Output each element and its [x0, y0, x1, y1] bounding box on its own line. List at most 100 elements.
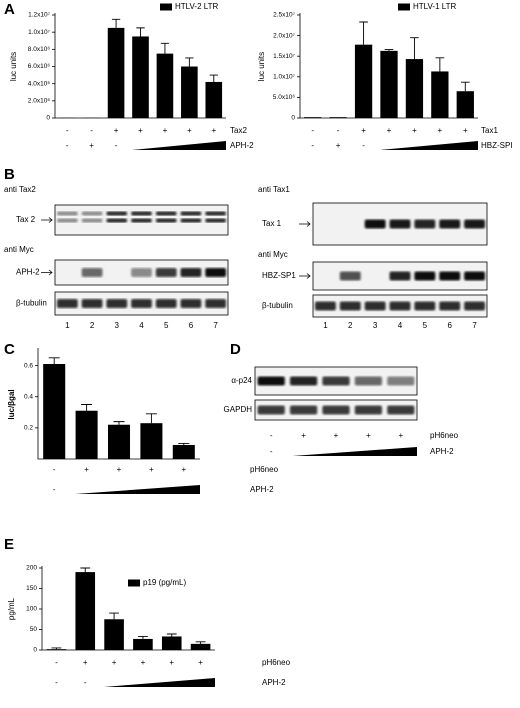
lane-number: 2 [90, 321, 95, 330]
y-tick-label: 1.5x10⁷ [273, 53, 296, 60]
error-bar [384, 49, 394, 51]
gradient-triangle [131, 141, 226, 150]
condition-mark: + [149, 465, 154, 474]
condition-mark: - [90, 126, 93, 135]
blot-band [106, 218, 128, 223]
panel-letter: C [4, 341, 15, 358]
antibody-label: anti Tax1 [258, 185, 290, 194]
y-tick-label: 4.0x10⁶ [28, 80, 51, 87]
blot-band [56, 218, 78, 223]
legend-label: HTLV-1 LTR [413, 2, 456, 11]
error-bar [195, 641, 206, 644]
blot-band [354, 405, 383, 415]
band-label: HBZ-SP1 [262, 271, 296, 280]
y-tick-label: 50 [30, 626, 38, 633]
blot-band [180, 268, 202, 277]
blot-band [131, 268, 152, 277]
blot-band [364, 219, 386, 229]
condition-mark: - [66, 126, 69, 135]
blot-band [389, 271, 411, 281]
bar [133, 638, 153, 650]
lane-number: 5 [164, 321, 169, 330]
condition-mark: + [366, 431, 371, 440]
panel-letter: D [230, 341, 241, 358]
condition-mark: + [83, 658, 88, 667]
y-tick-label: 6.0x10⁶ [28, 63, 51, 70]
condition-mark: - [337, 126, 340, 135]
bar [205, 81, 223, 118]
error-bar [178, 442, 190, 445]
bar [354, 44, 373, 118]
blot-band [464, 219, 486, 229]
blot-band [464, 301, 486, 311]
lane-number: 5 [423, 321, 428, 330]
bar [132, 36, 149, 119]
y-tick-label: 2.5x10⁷ [273, 12, 296, 19]
blot-band [180, 211, 202, 216]
bar [304, 117, 322, 118]
error-bar [81, 404, 93, 411]
error-bar [359, 21, 368, 45]
blot-band [205, 299, 227, 308]
band-label: APH-2 [16, 268, 40, 277]
gradient-triangle [75, 485, 200, 494]
bar [329, 117, 347, 118]
blot-band [464, 271, 486, 281]
bar [107, 424, 131, 459]
condition-mark: + [387, 126, 392, 135]
condition-label: pH6neo [430, 431, 459, 440]
bar [405, 59, 424, 118]
condition-mark: + [163, 126, 168, 135]
blot-band [81, 218, 103, 223]
condition-mark: + [334, 431, 339, 440]
bar [75, 572, 96, 650]
condition-mark: - [55, 678, 58, 687]
lane-number: 4 [139, 321, 144, 330]
bar [456, 91, 474, 118]
panel-letter: B [4, 166, 15, 183]
blot-band [56, 211, 78, 216]
y-tick-label: 0 [33, 647, 37, 654]
condition-mark: + [187, 126, 192, 135]
error-bar [113, 421, 125, 425]
blot-band [387, 405, 415, 415]
panel-letter: A [4, 1, 15, 18]
bar [161, 636, 182, 650]
error-bar [111, 18, 121, 28]
y-tick-label: 0.4 [24, 393, 33, 400]
blot-band [131, 211, 152, 216]
condition-mark: - [311, 141, 314, 150]
error-bar [185, 57, 194, 67]
condition-mark: - [53, 465, 56, 474]
blot-band [257, 376, 285, 386]
y-tick-label: 1.0x10⁷ [28, 29, 51, 36]
condition-mark: + [112, 658, 117, 667]
condition-mark: - [270, 447, 273, 456]
bar [107, 27, 125, 118]
condition-mark: + [398, 431, 403, 440]
error-bar [136, 27, 145, 37]
blot-band [155, 218, 177, 223]
condition-mark: + [412, 126, 417, 135]
condition-label: HBZ-SPI [481, 141, 513, 150]
y-axis-label: luc units [257, 52, 266, 81]
lane-number: 3 [373, 321, 378, 330]
band-label: Tax 2 [16, 215, 36, 224]
condition-mark: + [301, 431, 306, 440]
condition-label: pH6neo [262, 658, 291, 667]
condition-mark: - [270, 431, 273, 440]
error-bar [160, 42, 170, 54]
blot-band [180, 218, 202, 223]
condition-mark: + [181, 465, 186, 474]
bar [190, 643, 211, 650]
lane-number: 6 [447, 321, 452, 330]
condition-mark: - [84, 678, 87, 687]
legend-swatch [160, 3, 172, 11]
y-tick-label: 100 [26, 606, 37, 613]
blot-band [106, 299, 128, 308]
bar [140, 423, 163, 459]
error-bar [166, 633, 177, 637]
band-arrow [41, 269, 53, 276]
band-label: β-tubulin [262, 301, 293, 310]
condition-mark: + [198, 658, 203, 667]
